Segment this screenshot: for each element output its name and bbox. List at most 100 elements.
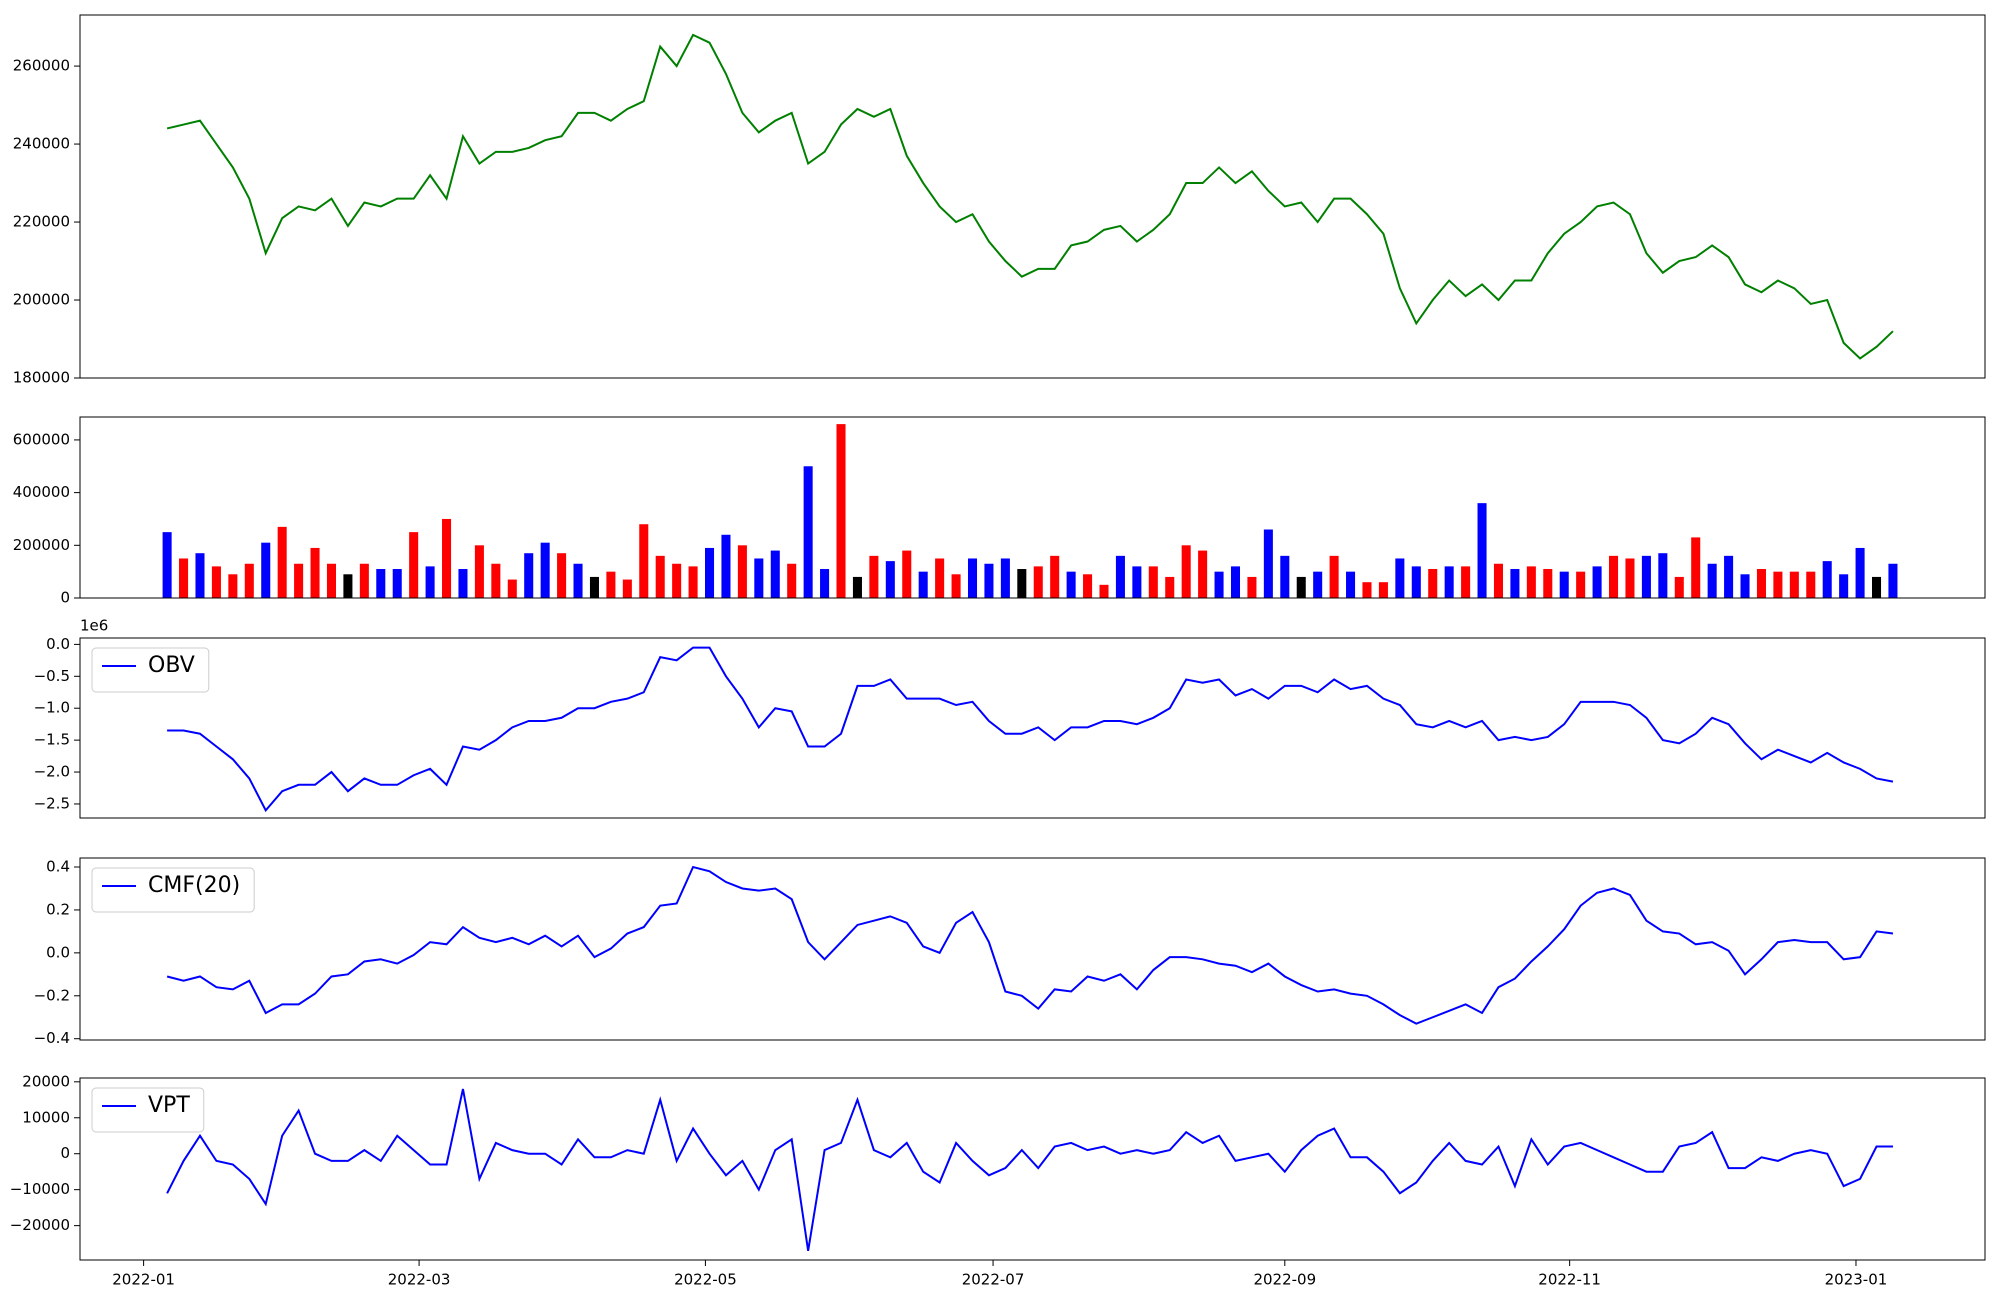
bar <box>1346 571 1356 598</box>
y-tick-label: 0.2 <box>46 900 70 918</box>
bar <box>1674 576 1684 598</box>
x-tick-label: 2022-11 <box>1538 1271 1601 1289</box>
bar <box>474 545 484 598</box>
bar <box>1559 571 1569 598</box>
axes-frame <box>79 416 1986 599</box>
bar <box>540 542 550 598</box>
bar <box>902 550 912 598</box>
bar <box>1148 566 1158 598</box>
bar <box>1395 558 1405 598</box>
bar <box>951 574 961 598</box>
bar <box>1806 571 1816 598</box>
bar <box>1510 569 1520 598</box>
bar <box>787 563 797 598</box>
bar <box>935 558 945 598</box>
y-tick-label: −0.2 <box>34 986 70 1004</box>
axes-frame <box>79 637 1986 819</box>
bar <box>1773 571 1783 598</box>
y-tick-label: 600000 <box>13 430 70 448</box>
bar <box>622 579 632 598</box>
bar <box>359 563 369 598</box>
bar <box>1132 566 1142 598</box>
bar <box>1888 563 1898 598</box>
bar <box>1609 555 1619 598</box>
bar <box>261 542 271 598</box>
bar <box>557 553 567 598</box>
bar <box>1707 563 1717 598</box>
bar <box>869 555 879 598</box>
bar <box>655 555 665 598</box>
bar <box>343 574 353 598</box>
y-tick-label: −10000 <box>10 1180 70 1198</box>
bar <box>770 550 780 598</box>
bar <box>1691 537 1701 598</box>
bar <box>1230 566 1241 598</box>
y-tick-label: 400000 <box>13 483 70 501</box>
bar <box>721 534 731 598</box>
bar <box>754 558 764 598</box>
bar <box>277 526 287 598</box>
bar <box>162 532 172 598</box>
bar <box>244 563 254 598</box>
bar <box>1658 553 1668 598</box>
axes-frame <box>79 1077 1986 1261</box>
bar <box>1165 576 1175 598</box>
bar <box>1017 569 1027 598</box>
axes-frame <box>79 14 1986 379</box>
bar <box>491 563 501 598</box>
bar <box>918 571 928 598</box>
bar <box>836 424 846 598</box>
series-line <box>166 33 1894 360</box>
legend-box <box>91 1087 205 1133</box>
y-tick-label: 0 <box>60 589 70 607</box>
bar <box>1099 584 1109 598</box>
bar <box>1263 529 1273 598</box>
bar <box>1214 571 1224 598</box>
y-tick-label: −2.0 <box>34 763 70 781</box>
bar <box>803 466 813 598</box>
legend-label: VPT <box>148 1093 190 1118</box>
bar <box>1444 566 1454 598</box>
bar <box>1313 571 1323 598</box>
x-tick-label: 2022-03 <box>388 1271 451 1289</box>
bar <box>984 563 994 598</box>
y-tick-label: 10000 <box>22 1108 70 1126</box>
y-tick-label: 0.4 <box>46 858 70 876</box>
bar <box>573 563 583 598</box>
y-tick-label: −20000 <box>10 1216 70 1234</box>
series-line <box>166 865 1894 1025</box>
bar <box>1000 558 1010 598</box>
bar <box>392 569 402 598</box>
bar <box>211 566 221 598</box>
legend-box <box>91 867 255 913</box>
bar <box>1855 547 1865 598</box>
bar <box>1296 576 1306 598</box>
bar <box>967 558 978 598</box>
y-tick-label: 20000 <box>22 1072 70 1090</box>
x-tick-label: 2022-09 <box>1253 1271 1316 1289</box>
bar <box>1115 555 1125 598</box>
y-tick-label: −0.5 <box>34 667 70 685</box>
bar <box>672 563 682 598</box>
legend-box <box>91 647 210 693</box>
bar <box>425 566 435 598</box>
bar <box>885 561 895 598</box>
bar <box>228 574 238 598</box>
legend-label: CMF(20) <box>148 873 240 898</box>
bar <box>507 579 517 598</box>
bar <box>179 558 189 598</box>
bar <box>1493 563 1503 598</box>
y-tick-label: 0.0 <box>46 943 70 961</box>
bar <box>1362 582 1372 598</box>
bar <box>1756 569 1766 598</box>
bar <box>310 547 320 598</box>
bar <box>1740 574 1750 598</box>
bar <box>589 576 599 598</box>
series-line <box>166 1088 1893 1251</box>
y-tick-label: −1.0 <box>34 699 70 717</box>
bar <box>409 532 419 598</box>
bar <box>1461 566 1471 598</box>
bar <box>705 547 715 598</box>
bar <box>1526 566 1536 598</box>
